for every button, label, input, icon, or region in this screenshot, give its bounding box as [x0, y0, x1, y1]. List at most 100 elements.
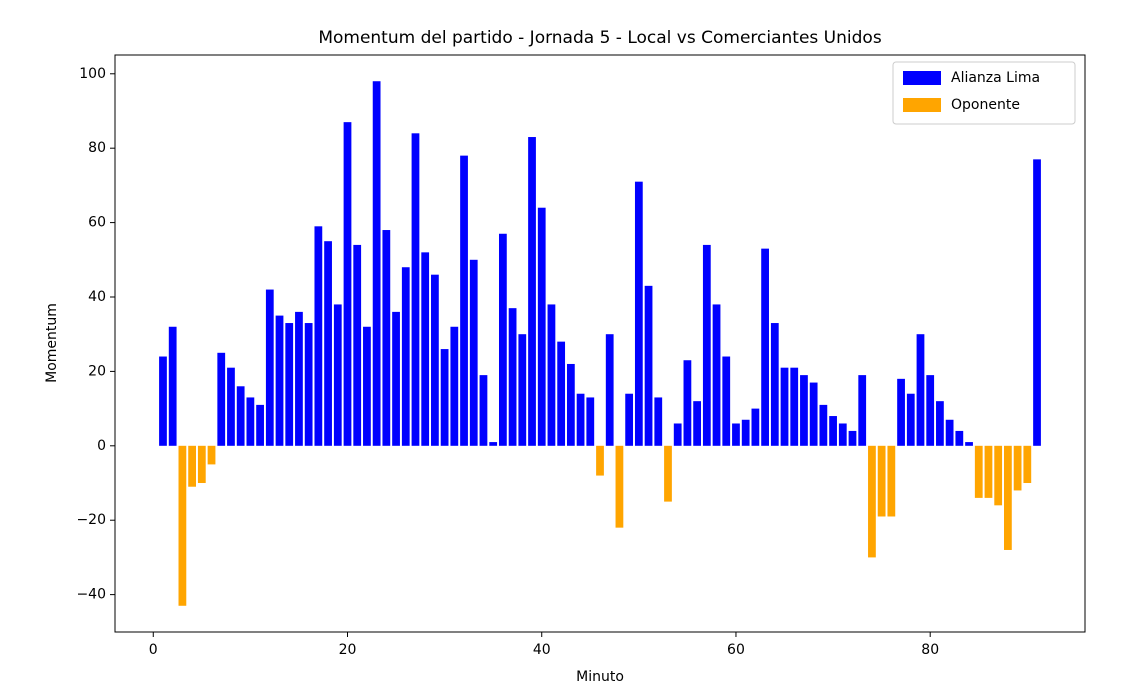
y-tick-label: 80: [88, 140, 106, 156]
bar: [625, 393, 634, 446]
bar: [644, 285, 653, 446]
x-tick-label: 80: [921, 642, 939, 658]
y-tick-label: 100: [79, 66, 106, 82]
bar: [848, 430, 857, 446]
bar: [654, 397, 663, 446]
bar: [256, 404, 264, 446]
bar: [401, 267, 410, 446]
bar: [431, 274, 439, 446]
bar: [246, 397, 255, 446]
bar: [712, 304, 721, 446]
bar: [829, 416, 837, 446]
bar: [227, 367, 235, 446]
bar: [1023, 445, 1032, 484]
bar: [421, 252, 430, 446]
bar: [557, 341, 566, 446]
bar: [236, 386, 245, 446]
bar: [615, 445, 624, 528]
bar: [974, 445, 983, 498]
legend-swatch: [903, 71, 941, 85]
bar: [809, 382, 818, 446]
y-tick-label: −40: [76, 587, 106, 603]
bar: [693, 401, 702, 446]
x-tick-label: 0: [149, 642, 158, 658]
bar: [596, 445, 604, 476]
bar: [285, 323, 294, 446]
bar: [732, 423, 740, 446]
bar: [217, 352, 226, 446]
bar: [887, 445, 896, 517]
bar: [926, 375, 935, 446]
plot-frame: [114, 54, 1086, 633]
bar: [372, 81, 381, 446]
bar: [518, 334, 527, 446]
bar: [877, 445, 886, 517]
bar: [489, 442, 498, 446]
bar: [897, 378, 905, 446]
bar: [858, 375, 867, 446]
bar: [440, 349, 449, 446]
y-axis-label: Momentum: [44, 303, 60, 383]
bar: [673, 423, 682, 446]
y-tick-label: −20: [76, 512, 106, 528]
legend-label: Alianza Lima: [951, 70, 1040, 86]
legend-label: Oponente: [951, 97, 1020, 113]
bar: [605, 334, 614, 446]
bar: [1013, 445, 1022, 491]
legend-swatch: [903, 98, 941, 112]
bar: [634, 181, 643, 446]
bar: [197, 445, 206, 484]
bar: [314, 226, 323, 446]
bar: [363, 326, 371, 446]
bar: [770, 323, 779, 446]
bar: [159, 356, 167, 446]
bar: [945, 419, 954, 446]
bar: [207, 445, 216, 465]
bar: [722, 356, 731, 446]
bar: [460, 155, 468, 446]
bar: [1004, 445, 1012, 550]
bar: [683, 360, 692, 446]
bar: [469, 259, 478, 446]
x-tick-label: 20: [339, 642, 357, 658]
bar: [916, 334, 925, 446]
bar: [188, 445, 196, 487]
bar: [275, 315, 284, 446]
x-axis-label: Minuto: [576, 669, 624, 685]
bar: [333, 304, 342, 446]
x-tick-label: 60: [727, 642, 745, 658]
chart-title: Momentum del partido - Jornada 5 - Local…: [318, 28, 882, 48]
bar: [838, 423, 847, 446]
bar: [741, 419, 750, 446]
bar: [343, 122, 352, 446]
y-tick-label: 0: [97, 438, 106, 454]
x-tick-label: 40: [533, 642, 551, 658]
bar: [498, 233, 507, 446]
bar: [800, 375, 808, 446]
bar: [353, 244, 362, 446]
bar: [868, 445, 876, 558]
y-tick-label: 40: [88, 289, 106, 305]
bar: [576, 393, 585, 446]
bar: [168, 326, 177, 446]
bar: [411, 133, 420, 446]
bar: [178, 445, 187, 606]
bar: [906, 393, 915, 446]
bar: [751, 408, 760, 446]
bar: [547, 304, 556, 446]
bar: [295, 311, 303, 446]
bar: [324, 241, 332, 446]
bar: [790, 367, 799, 446]
bar: [450, 326, 459, 446]
bar: [702, 244, 711, 446]
bar: [479, 375, 488, 446]
bar: [965, 442, 973, 446]
bar: [664, 445, 672, 502]
bar: [761, 248, 769, 446]
bar: [780, 367, 789, 446]
bar: [265, 289, 274, 446]
bar: [304, 323, 313, 446]
bar: [936, 401, 944, 446]
bar: [984, 445, 993, 498]
